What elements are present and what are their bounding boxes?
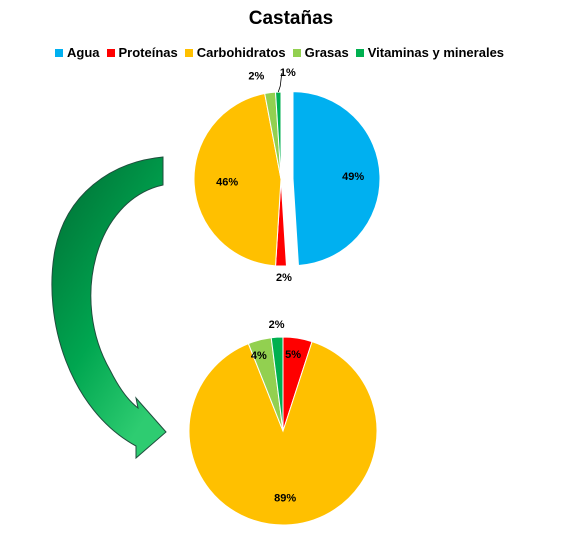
legend-swatch	[106, 48, 115, 57]
data-label: 2%	[248, 71, 264, 83]
data-label: 5%	[285, 349, 301, 361]
data-label: 2%	[269, 319, 285, 331]
pie-chart-bottom: 5% 89% 4% 2%	[188, 319, 378, 526]
pie-slice	[193, 92, 282, 267]
legend-item: Vitaminas y minerales	[355, 45, 505, 60]
legend-item: Grasas	[292, 45, 349, 60]
chart-title: Castañas	[248, 8, 334, 29]
data-label: 2%	[276, 272, 292, 284]
legend-label: Agua	[67, 45, 100, 60]
legend-item: Agua	[55, 45, 100, 60]
data-label: 46%	[216, 176, 238, 188]
legend-label: Carbohidratos	[196, 45, 286, 60]
data-label: 4%	[251, 350, 267, 362]
legend-label: Grasas	[304, 45, 349, 60]
pie-slice	[275, 91, 282, 180]
legend-label: Vitaminas y minerales	[367, 45, 505, 60]
leader-line	[277, 73, 283, 93]
legend-swatch	[292, 48, 301, 57]
legend: Agua Proteínas Carbohidratos Grasas Vitamina…	[55, 45, 511, 60]
pie-chart-top: 49% 2% 46% 2% 1%	[193, 67, 381, 284]
data-label: 49%	[342, 171, 364, 183]
legend-item: Carbohidratos	[184, 45, 286, 60]
pie-slice	[188, 340, 378, 526]
pie-slice	[292, 91, 381, 266]
legend-swatch	[55, 48, 63, 57]
data-label: 1%	[280, 67, 296, 79]
legend-label: Proteínas	[118, 45, 178, 60]
curved-arrow-icon	[51, 156, 167, 460]
legend-item: Proteínas	[106, 45, 178, 60]
legend-swatch	[355, 48, 364, 57]
legend-swatch	[184, 48, 193, 57]
data-label: 89%	[274, 493, 296, 505]
pie-slice	[270, 336, 284, 432]
